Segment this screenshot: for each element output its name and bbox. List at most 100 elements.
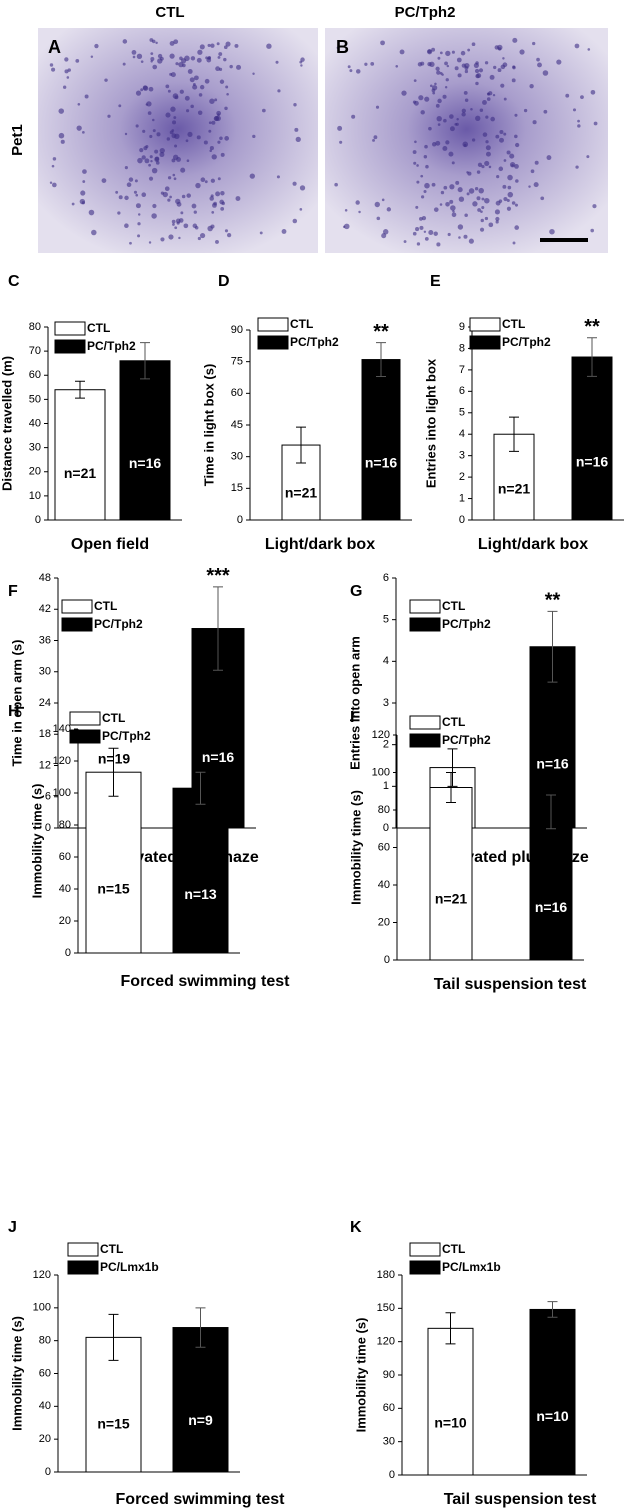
cell: [150, 159, 153, 163]
y-tick-label: 75: [231, 356, 243, 368]
y-tick-label: 4: [459, 428, 465, 440]
cell: [143, 146, 148, 151]
cell: [444, 61, 448, 66]
cell: [343, 223, 350, 230]
cell: [477, 162, 483, 168]
row-label: Pet1: [9, 124, 26, 156]
cell: [176, 221, 180, 225]
panel-letter: K: [350, 1219, 362, 1236]
cell: [204, 180, 208, 184]
cell: [485, 115, 489, 119]
y-tick-label: 100: [372, 766, 390, 778]
cell: [234, 43, 239, 48]
cell: [423, 190, 427, 194]
cell: [421, 216, 427, 221]
cell: [147, 111, 152, 115]
cell: [142, 85, 149, 91]
cell: [503, 196, 508, 202]
bar: [85, 771, 142, 954]
micrograph: [325, 28, 608, 253]
y-tick-label: 1: [383, 780, 389, 792]
cell: [172, 120, 177, 125]
cell: [435, 66, 440, 71]
cell: [220, 190, 225, 196]
cell: [266, 43, 272, 49]
y-tick-label: 3: [459, 450, 465, 462]
error-bar: [195, 771, 206, 805]
cell: [475, 115, 481, 121]
cell: [441, 73, 444, 76]
cell: [499, 137, 504, 143]
y-tick-label: 40: [378, 879, 390, 891]
scale-bar: [540, 238, 588, 242]
cell: [300, 57, 305, 62]
cell: [173, 177, 177, 181]
cell: [216, 42, 220, 46]
cell: [225, 41, 231, 47]
cell-dots: [49, 37, 598, 247]
cell: [546, 155, 552, 161]
cell: [118, 195, 123, 200]
cell: [167, 89, 171, 93]
error-bar: [376, 342, 386, 377]
cell: [200, 177, 206, 183]
cell: [418, 95, 424, 101]
cell: [454, 123, 458, 126]
cell: [416, 180, 420, 184]
cell: [506, 206, 512, 211]
cell: [509, 153, 515, 159]
cell: [195, 182, 201, 189]
cell: [334, 182, 338, 187]
cell: [476, 196, 481, 201]
n-label: n=16: [365, 455, 398, 471]
y-tick-label: 60: [29, 369, 41, 381]
cell: [433, 207, 439, 212]
bar: [427, 1327, 474, 1476]
bar: [119, 360, 171, 521]
cell: [364, 62, 368, 66]
n-label: n=10: [536, 1408, 569, 1424]
cell: [349, 69, 353, 73]
cell: [137, 234, 141, 238]
cell: [124, 195, 129, 201]
cell: [192, 84, 198, 90]
cell: [512, 241, 516, 245]
cell: [479, 108, 484, 113]
error-bar: [587, 337, 597, 377]
cell: [137, 157, 143, 164]
cell: [198, 93, 203, 97]
cell: [218, 52, 223, 56]
cell: [180, 167, 186, 173]
cell: [512, 65, 516, 70]
cell: [355, 200, 360, 205]
cell: [192, 82, 196, 86]
cell: [219, 136, 223, 141]
cell: [574, 43, 580, 49]
cell: [467, 48, 471, 52]
y-tick-label: 48: [39, 572, 51, 584]
cell: [167, 198, 171, 202]
cell: [215, 239, 219, 244]
cell: [445, 50, 451, 57]
n-label: n=16: [576, 454, 609, 470]
cell: [457, 224, 464, 230]
cell: [140, 60, 144, 63]
cell: [577, 119, 580, 123]
y-tick-label: 60: [231, 387, 243, 399]
cell: [496, 175, 500, 179]
y-tick-label: 15: [231, 482, 243, 494]
legend-swatch: [61, 599, 93, 614]
cell: [439, 203, 443, 206]
y-tick-label: 3: [383, 697, 389, 709]
cell: [413, 161, 417, 165]
cell: [299, 185, 306, 191]
error-bar: [140, 342, 150, 380]
cell: [52, 182, 57, 188]
cell: [197, 110, 203, 115]
cell: [224, 136, 230, 141]
cell: [449, 114, 454, 119]
n-label: n=16: [129, 455, 162, 471]
cell: [79, 198, 86, 205]
cell: [124, 223, 129, 229]
cell: [115, 190, 119, 194]
